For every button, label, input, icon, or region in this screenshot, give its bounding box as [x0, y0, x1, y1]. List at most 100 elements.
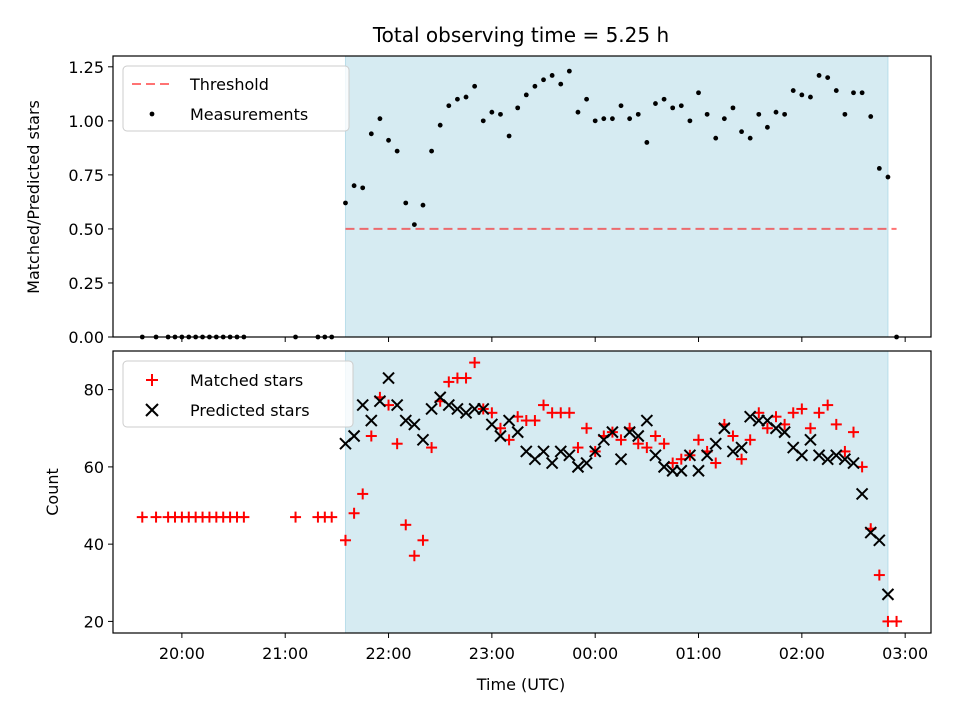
measurement-point [549, 73, 555, 78]
predicted-star-point [571, 460, 585, 474]
predicted-star-point [442, 398, 456, 412]
measurement-point [377, 116, 383, 122]
measurement-point [670, 105, 676, 111]
measurement-point [523, 92, 529, 98]
predicted-mark-b [778, 425, 791, 439]
predicted-star-point [821, 452, 834, 466]
predicted-star-point [804, 433, 817, 447]
predicted-mark-b [847, 456, 860, 470]
predicted-mark-b [649, 449, 662, 462]
measurement-point [730, 105, 736, 111]
matched-star-point [761, 422, 773, 434]
measurement-point [790, 88, 796, 93]
predicted-mark-b [795, 449, 809, 462]
predicted-star-point [778, 425, 791, 439]
predicted-mark-b [399, 414, 412, 427]
matched-star-point [649, 430, 661, 442]
x-axis-label: Time (UTC) [476, 675, 565, 694]
matched-star-point [365, 430, 377, 442]
measurement-point [816, 73, 822, 78]
predicted-mark-b [821, 452, 834, 466]
matched-star-point [426, 442, 438, 454]
measurement-point [532, 83, 538, 89]
measurement-point [713, 135, 719, 141]
bottom-y-tick-label: 40 [84, 535, 104, 554]
predicted-mark-b [520, 445, 533, 458]
measurement-point [566, 68, 572, 74]
top-y-axis-label: Matched/Predicted stars [24, 100, 43, 294]
measurement-point [472, 83, 478, 89]
predicted-star-point [588, 445, 602, 458]
matched-star-point [658, 438, 670, 450]
measurement-point [765, 124, 770, 130]
x-tick-label: 00:00 [572, 644, 618, 663]
predicted-mark-b [511, 425, 524, 439]
matched-star-point [357, 488, 369, 500]
bottom-y-ticks: 20 40 60 80 [84, 381, 113, 631]
matched-star-point [417, 534, 429, 546]
predicted-star-point [735, 441, 748, 454]
measurement-point [661, 96, 667, 102]
matched-star-point [830, 418, 842, 430]
matched-star-point [290, 511, 302, 523]
predicted-mark-b [588, 445, 602, 458]
measurement-point [842, 111, 848, 117]
predicted-mark-b [382, 371, 395, 385]
top-y-tick-label: 0.50 [68, 220, 104, 239]
measurement-point [446, 103, 452, 109]
top-y-ticks: 0.00 0.25 0.50 0.75 1.00 1.25 [68, 58, 113, 347]
measurement-point [644, 140, 650, 145]
predicted-star-point [408, 418, 421, 431]
legend-measurements-label: Measurements [190, 105, 308, 124]
predicted-mark-b [864, 526, 877, 539]
predicted-mark-b [718, 422, 731, 435]
measurement-point [859, 90, 865, 96]
predicted-mark-b [640, 414, 654, 427]
measurement-point [868, 114, 874, 119]
predicted-star-point [365, 414, 378, 427]
predicted-star-point [451, 402, 464, 416]
predicted-star-point [425, 402, 438, 416]
measurement-point [808, 94, 813, 100]
top-y-tick-label: 1.00 [68, 112, 104, 131]
measurement-point [575, 109, 581, 115]
matched-star-point [813, 407, 825, 419]
predicted-star-point [563, 449, 576, 462]
predicted-mark-b [563, 449, 576, 462]
predicted-mark-b [761, 414, 774, 427]
predicted-mark-b [804, 433, 817, 447]
matched-star-point [529, 415, 541, 427]
predicted-star-point [726, 445, 740, 458]
predicted-mark-b [537, 445, 550, 458]
predicted-mark-b [554, 445, 567, 458]
top-y-tick-label: 0.00 [68, 328, 104, 347]
matched-star-point [391, 438, 403, 450]
matched-star-point [744, 434, 756, 446]
measurement-point [825, 75, 831, 81]
matched-star-point [891, 615, 903, 627]
predicted-mark-b [545, 456, 559, 470]
x-tick-label: 01:00 [675, 644, 721, 663]
measurement-point [558, 81, 564, 87]
measurement-point [799, 92, 805, 98]
predicted-star-point [743, 410, 757, 423]
measurement-point [437, 122, 443, 128]
legend-matched-swatch [146, 374, 158, 386]
matched-star-point [615, 434, 627, 446]
matched-star-point [348, 507, 360, 519]
predicted-star-point [632, 429, 645, 443]
measurement-point [601, 116, 607, 122]
predicted-mark-b [356, 398, 369, 412]
measurement-point [747, 135, 753, 141]
predicted-star-point [718, 422, 731, 435]
measurement-point [618, 103, 624, 109]
legend-threshold-label: Threshold [189, 75, 269, 94]
predicted-star-point [580, 456, 593, 470]
predicted-star-point [683, 449, 697, 462]
measurement-point [584, 96, 589, 102]
predicted-star-point [511, 425, 524, 439]
top-x-tick-marks [181, 337, 906, 342]
predicted-star-point [459, 406, 473, 420]
measurement-point [394, 148, 400, 154]
measurement-point [756, 111, 762, 117]
